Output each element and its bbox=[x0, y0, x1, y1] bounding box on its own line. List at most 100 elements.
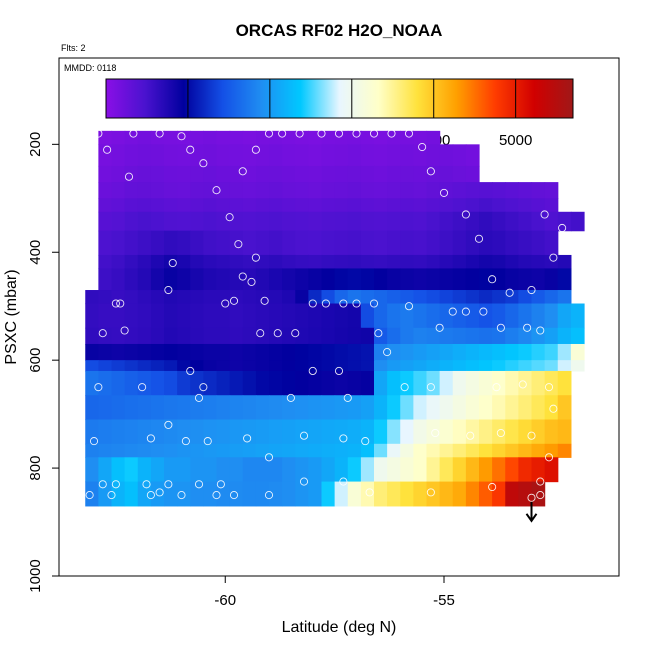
heatmap-cell bbox=[111, 165, 126, 183]
heatmap-cell bbox=[98, 343, 113, 361]
heatmap-cell bbox=[387, 290, 401, 305]
heatmap-cell bbox=[150, 443, 165, 458]
heatmap-cell bbox=[439, 144, 454, 167]
heatmap-cell bbox=[465, 211, 480, 232]
heatmap-cell bbox=[269, 198, 283, 213]
heatmap-cell bbox=[492, 419, 506, 445]
heatmap-cell bbox=[360, 268, 375, 291]
heatmap-cell bbox=[98, 144, 113, 167]
sample-point bbox=[278, 129, 287, 138]
sample-point bbox=[299, 477, 309, 486]
heatmap-cell bbox=[98, 419, 113, 445]
heatmap-cell bbox=[282, 370, 296, 396]
sample-point bbox=[448, 307, 457, 316]
heatmap-cell bbox=[203, 370, 218, 396]
heatmap-cell bbox=[150, 327, 165, 345]
heatmap-cell bbox=[177, 230, 191, 256]
colorbar-tick-label: 5000 bbox=[499, 132, 532, 149]
heatmap-cell bbox=[413, 370, 428, 396]
heatmap-cell bbox=[452, 370, 467, 396]
heatmap-cell bbox=[321, 457, 336, 483]
heatmap-cell bbox=[295, 144, 309, 167]
heatmap-cell bbox=[190, 327, 204, 345]
sample-point bbox=[488, 482, 497, 492]
heatmap-cell bbox=[400, 481, 414, 507]
heatmap-cell bbox=[321, 370, 336, 396]
y-tick-label: 400 bbox=[27, 240, 44, 265]
sample-point bbox=[98, 480, 107, 489]
sample-point bbox=[352, 299, 361, 308]
heatmap-cell bbox=[308, 290, 323, 305]
heatmap-cell bbox=[282, 481, 296, 507]
bottom-arrow bbox=[525, 501, 538, 523]
heatmap-cell bbox=[150, 290, 165, 305]
heatmap-cell bbox=[465, 254, 480, 270]
heatmap-cell bbox=[505, 443, 519, 458]
heatmap-cell bbox=[111, 343, 126, 361]
heatmap-cell bbox=[98, 130, 113, 145]
heatmap-cell bbox=[308, 360, 323, 372]
sample-point bbox=[107, 491, 116, 500]
heatmap-cell bbox=[269, 144, 283, 167]
heatmap-cell bbox=[492, 268, 506, 291]
heatmap-cell bbox=[531, 198, 546, 213]
heatmap-cell bbox=[426, 198, 441, 213]
heatmap-cell bbox=[124, 419, 139, 445]
heatmap-cell bbox=[387, 370, 401, 396]
heatmap-cell bbox=[426, 130, 441, 145]
sample-point bbox=[155, 488, 164, 497]
heatmap-cell bbox=[544, 419, 559, 445]
heatmap-cell bbox=[177, 481, 191, 507]
heatmap-cell bbox=[216, 327, 231, 345]
heatmap-cell bbox=[465, 457, 480, 483]
heatmap-cell bbox=[269, 303, 283, 329]
heatmap-cell bbox=[164, 327, 178, 345]
heatmap-cell bbox=[518, 457, 533, 483]
heatmap-cell bbox=[111, 211, 126, 232]
heatmap-cell bbox=[308, 443, 323, 458]
heatmap-cell bbox=[242, 230, 257, 256]
heatmap-cell bbox=[242, 182, 257, 199]
heatmap-cell bbox=[347, 360, 362, 372]
sample-point bbox=[94, 383, 103, 392]
heatmap-cell bbox=[269, 370, 283, 396]
heatmap-cell bbox=[124, 457, 139, 483]
heatmap-cell bbox=[360, 254, 375, 270]
heatmap-cell bbox=[465, 419, 480, 445]
heatmap-cell bbox=[308, 230, 323, 256]
heatmap-cell bbox=[452, 360, 467, 372]
heatmap-cell bbox=[413, 130, 428, 145]
sample-point bbox=[558, 223, 567, 233]
sample-point bbox=[194, 393, 204, 402]
heatmap-cell bbox=[413, 211, 428, 232]
axes: -60 -55 200 400 600 800 1000 bbox=[27, 132, 455, 609]
heatmap-cell bbox=[229, 481, 244, 507]
sample-point bbox=[562, 194, 571, 203]
heatmap-cell bbox=[229, 254, 244, 270]
heatmap-cell bbox=[413, 254, 428, 270]
heatmap-cell bbox=[479, 290, 493, 305]
heatmap-cell bbox=[229, 303, 244, 329]
sample-point bbox=[138, 383, 147, 392]
heatmap-cell bbox=[426, 343, 441, 361]
sample-point bbox=[418, 142, 427, 152]
heatmap-cell bbox=[374, 268, 388, 291]
heatmap-cell bbox=[531, 370, 546, 396]
heatmap-cell bbox=[492, 198, 506, 213]
heatmap-cell bbox=[190, 130, 204, 145]
heatmap-cell bbox=[413, 182, 428, 199]
heatmap-cell bbox=[400, 230, 414, 256]
heatmap-cell bbox=[85, 360, 99, 372]
heatmap-cell bbox=[229, 230, 244, 256]
heatmap-cell bbox=[269, 481, 283, 507]
heatmap-cell bbox=[465, 395, 480, 421]
heatmap-cell bbox=[229, 144, 244, 167]
heatmap-cell bbox=[164, 254, 178, 270]
sample-point bbox=[89, 437, 99, 446]
heatmap-cell bbox=[505, 360, 519, 372]
heatmap-cell bbox=[190, 481, 204, 507]
heatmap-cell bbox=[479, 343, 493, 361]
heatmap-cell bbox=[177, 443, 191, 458]
heatmap-cell bbox=[400, 370, 414, 396]
heatmap-cell bbox=[282, 130, 296, 145]
